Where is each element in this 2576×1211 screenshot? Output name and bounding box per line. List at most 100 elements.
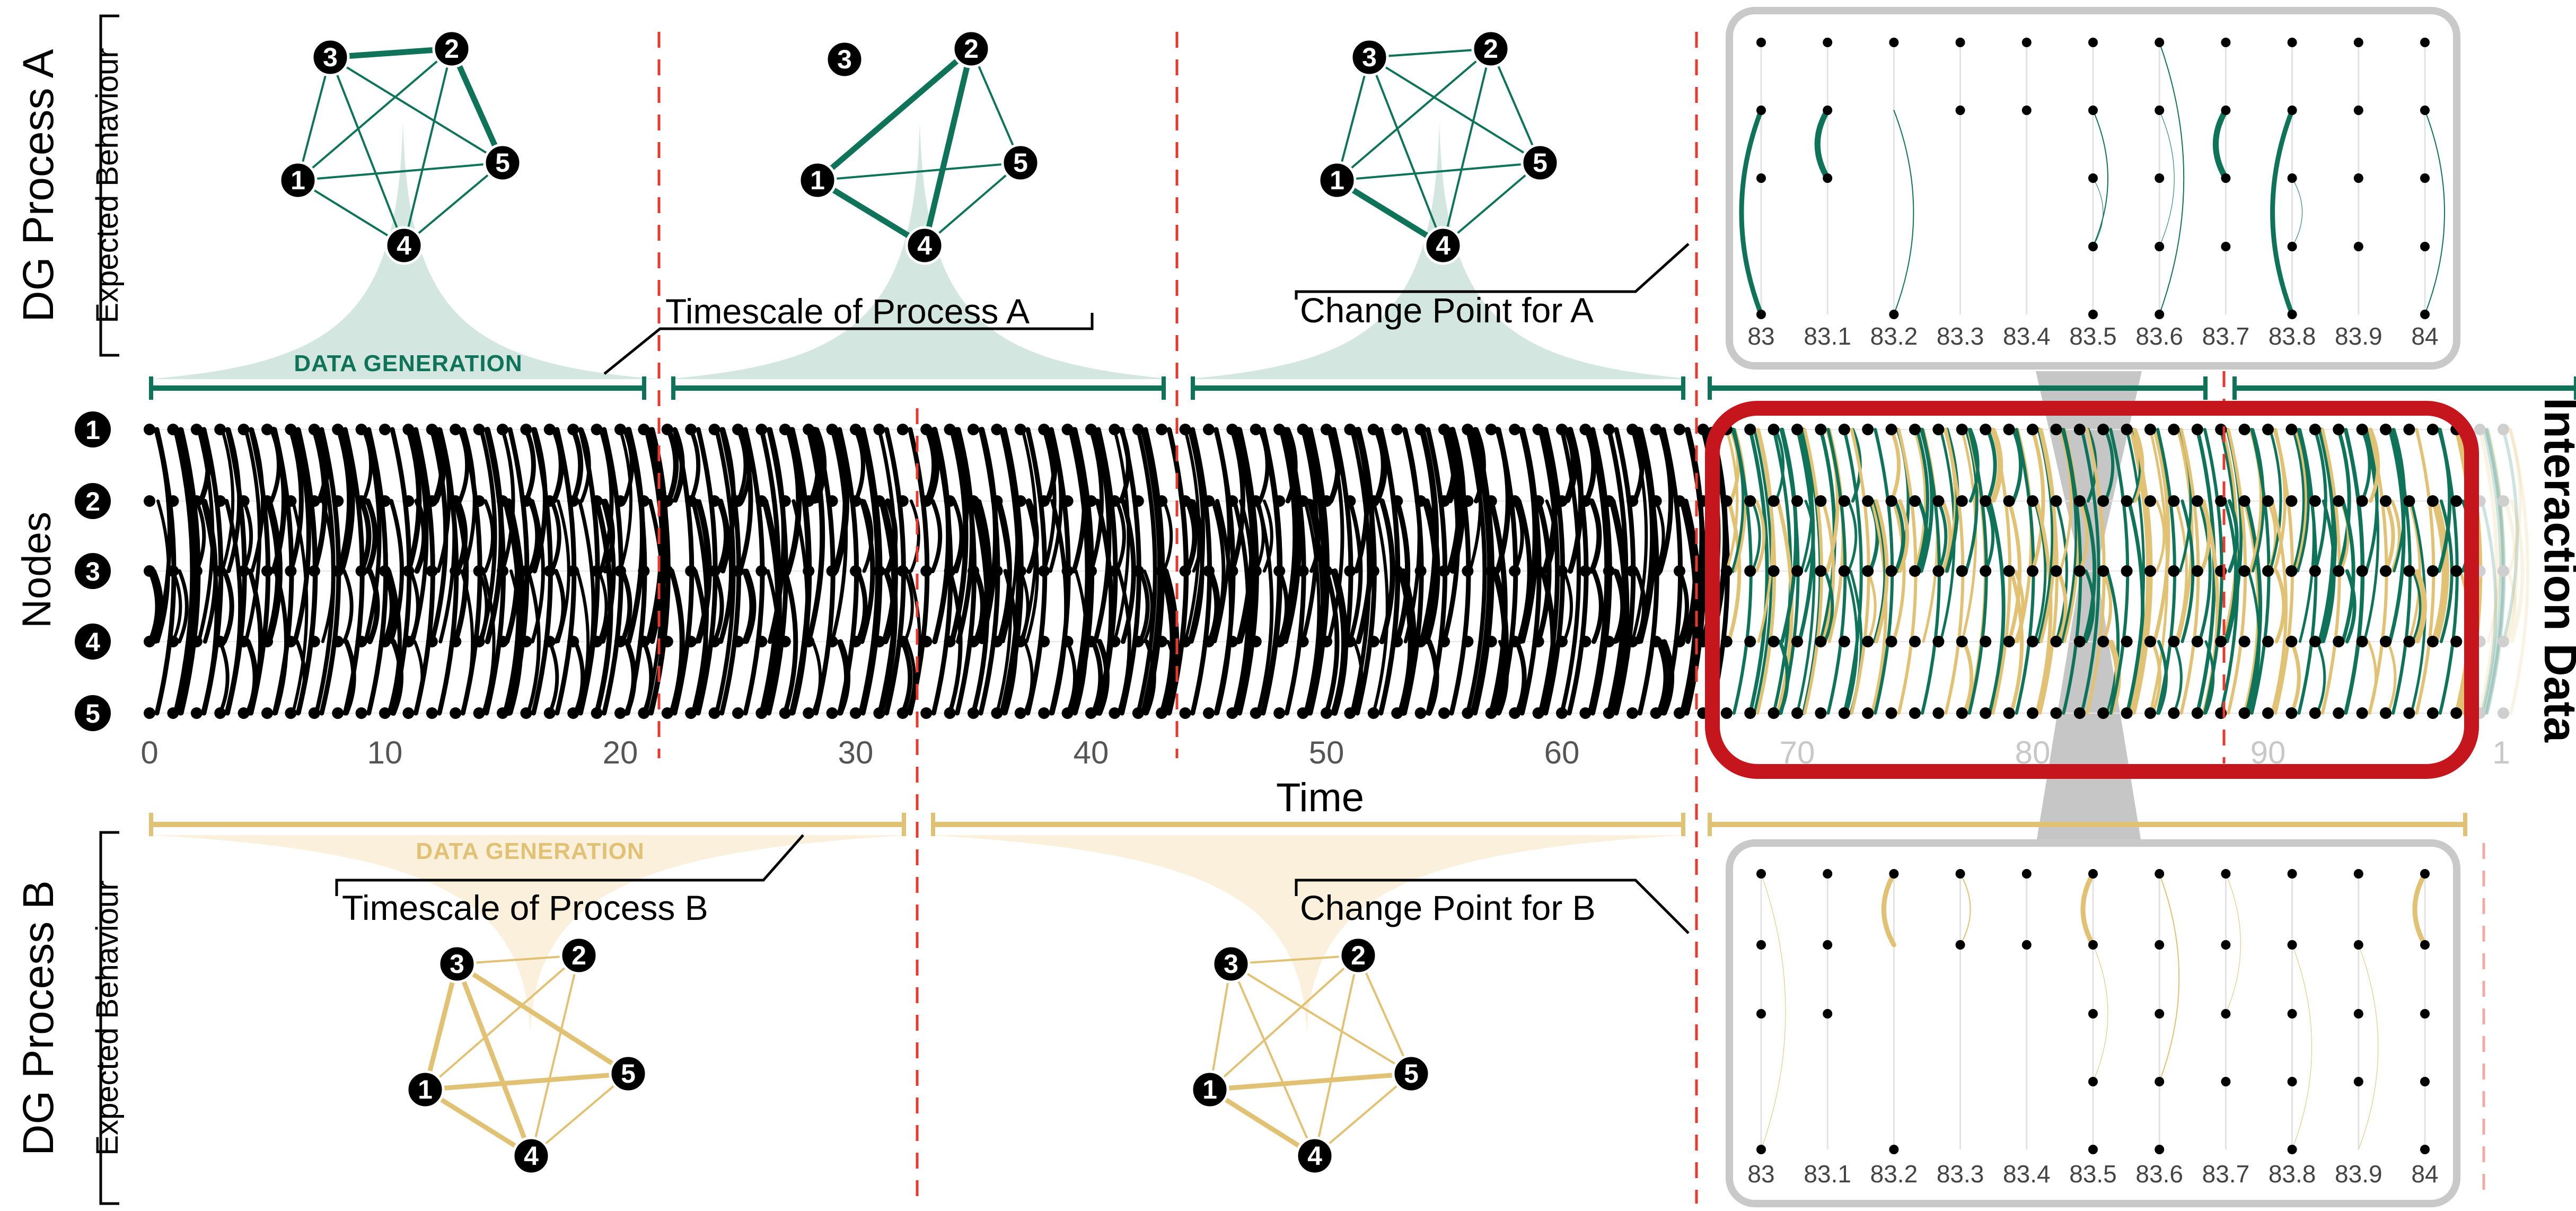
- inset-event-dot: [1823, 940, 1833, 950]
- interaction-edge: [1872, 499, 1886, 643]
- interaction-edge: [2104, 428, 2115, 503]
- interaction-edge: [500, 427, 515, 573]
- interaction-event-dot: [755, 707, 768, 719]
- node-marker-label: 1: [85, 415, 100, 445]
- interaction-event-dot: [1862, 707, 1874, 719]
- interaction-event-dot: [1273, 495, 1286, 507]
- inset-event-dot: [2420, 38, 2430, 47]
- graph-node: [905, 226, 944, 265]
- interaction-event-dot: [1391, 565, 1403, 577]
- interaction-event-dot: [190, 424, 203, 435]
- interaction-edge: [1615, 569, 1627, 643]
- interaction-event-dot: [473, 565, 485, 577]
- graph-node-label: 4: [1436, 231, 1450, 260]
- interaction-edge: [1985, 427, 1997, 503]
- time-tick-label: 20: [603, 735, 638, 770]
- interaction-event-dot: [1838, 636, 1850, 647]
- interaction-event-dot: [1744, 565, 1756, 577]
- interaction-edge: [1309, 499, 1321, 573]
- inset-event-dot: [2155, 1009, 2165, 1019]
- interaction-event-dot: [1273, 707, 1286, 719]
- graph-edge: [425, 1071, 629, 1092]
- interaction-event-dot: [1297, 636, 1309, 647]
- time-tick-label: 30: [838, 735, 874, 770]
- interaction-event-dot: [1885, 707, 1897, 719]
- interaction-edge: [414, 498, 427, 574]
- interaction-event-dot: [190, 636, 203, 647]
- inset-edge: [2292, 178, 2303, 247]
- changepoint-a-label: Change Point for A: [1300, 291, 1594, 330]
- time-tick-label: 60: [1544, 735, 1580, 770]
- interaction-event-dot: [332, 424, 344, 435]
- interaction-event-dot: [708, 424, 720, 435]
- interaction-event-dot: [2191, 424, 2203, 435]
- graph-edge: [329, 56, 504, 164]
- interaction-edge: [570, 427, 584, 504]
- interaction-edge: [526, 569, 541, 715]
- interaction-edge: [1613, 568, 1625, 644]
- interaction-event-dot: [1744, 707, 1756, 719]
- interaction-edge: [481, 569, 496, 715]
- interaction-edge: [2269, 428, 2282, 573]
- interaction-event-dot: [2356, 424, 2368, 435]
- interaction-event-dot: [567, 424, 579, 435]
- inset-event-dot: [2353, 242, 2363, 251]
- graph-node-label: 5: [621, 1059, 636, 1089]
- inset-edge: [2225, 873, 2241, 1014]
- callout-timescale-a: Timescale of Process A: [603, 292, 1094, 375]
- interaction-event-dot: [1226, 424, 1238, 435]
- interaction-event-dot: [685, 636, 697, 647]
- interaction-event-dot: [2073, 707, 2086, 719]
- interaction-event-dot: [685, 565, 697, 577]
- interaction-edge: [603, 498, 616, 574]
- interaction-edge: [1847, 499, 1858, 573]
- interaction-edge: [619, 428, 632, 573]
- interaction-event-dot: [1321, 565, 1332, 577]
- interaction-event-dot: [2285, 495, 2298, 507]
- interaction-event-dot: [308, 565, 320, 577]
- interaction-edge: [548, 639, 559, 715]
- graph-edge: [816, 178, 926, 248]
- graph-edge: [1209, 954, 1359, 1091]
- interaction-event-dot: [497, 707, 508, 719]
- inset-event-dot: [2088, 310, 2098, 319]
- interaction-event-dot: [308, 707, 320, 719]
- interaction-edge: [744, 568, 757, 644]
- interaction-event-dot: [1532, 565, 1544, 577]
- interaction-event-dot: [1367, 424, 1379, 435]
- interaction-event-dot: [591, 495, 603, 507]
- interaction-edge: [1751, 499, 1761, 573]
- graph-node-label: 2: [444, 34, 459, 64]
- graph-node: [1339, 936, 1378, 975]
- interaction-event-dot: [1321, 424, 1332, 435]
- interaction-event-dot: [1650, 636, 1662, 647]
- interaction-event-dot: [2333, 495, 2345, 507]
- inset-event-dot: [2155, 38, 2165, 47]
- interaction-event-dot: [968, 424, 979, 435]
- interaction-event-dot: [1485, 636, 1497, 647]
- interaction-edge: [903, 569, 914, 643]
- interaction-event-dot: [2238, 495, 2250, 507]
- interaction-event-dot: [497, 565, 508, 577]
- graph-node: [952, 29, 991, 68]
- graph-edge: [1209, 963, 1232, 1090]
- inset-event-dot: [1889, 869, 1899, 879]
- graph-node-label: 3: [1224, 949, 1238, 979]
- interaction-event-dot: [355, 636, 367, 647]
- interaction-event-dot: [190, 495, 203, 507]
- callout-changepoint-a: Change Point for A: [1295, 243, 1690, 330]
- interaction-event-dot: [803, 495, 815, 507]
- interaction-event-dot: [285, 565, 297, 577]
- interaction-edge: [599, 427, 614, 573]
- interaction-event-dot: [1862, 495, 1874, 507]
- graph-node: [406, 1070, 445, 1109]
- interaction-event-dot: [1744, 424, 1756, 435]
- interaction-event-dot: [1250, 424, 1262, 435]
- interaction-edge: [1677, 569, 1689, 644]
- inset-event-dot: [2088, 173, 2098, 183]
- interaction-edge: [1962, 639, 1974, 715]
- interaction-event-dot: [2215, 495, 2227, 507]
- interaction-event-dot: [614, 565, 626, 577]
- graph-node: [1001, 143, 1040, 182]
- interaction-event-dot: [1509, 565, 1521, 577]
